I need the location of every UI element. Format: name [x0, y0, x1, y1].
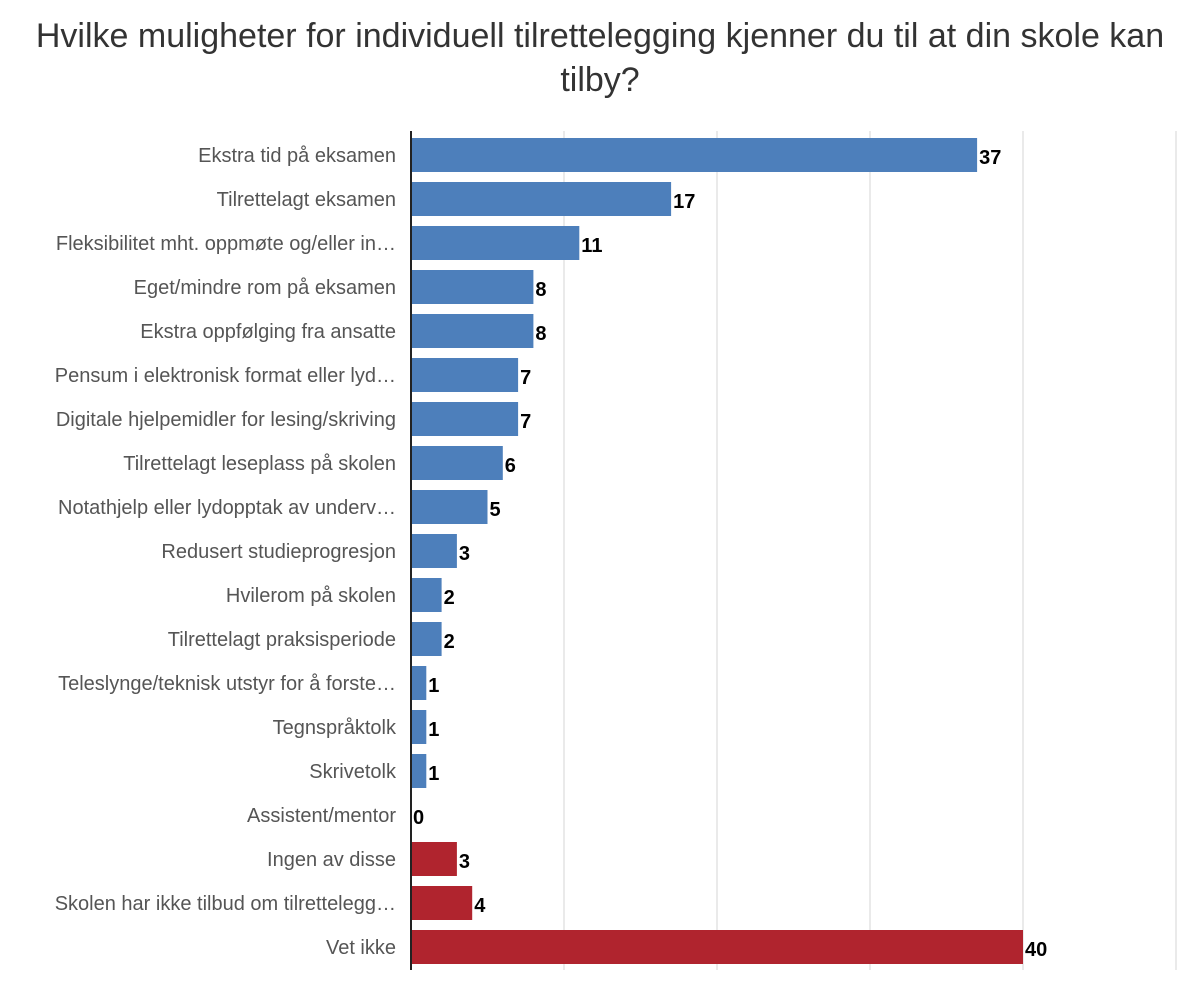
value-label: 8 — [535, 323, 546, 345]
bar — [411, 358, 519, 392]
category-label: Ekstra oppfølging fra ansatte — [140, 321, 396, 343]
value-label: 1 — [428, 675, 439, 697]
bar — [411, 402, 519, 436]
bar — [411, 930, 1023, 964]
value-label: 7 — [520, 367, 531, 389]
category-label: Tegnspråktolk — [273, 717, 397, 739]
bar — [411, 754, 427, 788]
chart-title: Hvilke muligheter for individuell tilret… — [35, 17, 1165, 99]
category-label: Teleslynge/teknisk utstyr for å forste… — [58, 673, 396, 695]
value-label: 3 — [459, 851, 470, 873]
category-label: Notathjelp eller lydopptak av underv… — [58, 497, 396, 519]
bar — [411, 270, 534, 304]
value-label: 4 — [474, 895, 486, 917]
category-label: Tilrettelagt praksisperiode — [168, 629, 396, 651]
value-label: 1 — [428, 763, 439, 785]
bar — [411, 182, 672, 216]
category-label: Vet ikke — [326, 937, 396, 959]
category-label: Tilrettelagt leseplass på skolen — [123, 453, 396, 475]
value-label: 2 — [444, 631, 455, 653]
bar — [411, 138, 978, 172]
category-label: Ingen av disse — [267, 849, 396, 871]
value-label: 6 — [505, 455, 516, 477]
category-label: Pensum i elektronisk format eller lyd… — [55, 365, 396, 387]
bar — [411, 314, 534, 348]
value-label: 1 — [428, 719, 439, 741]
category-label: Skolen har ikke tilbud om tilrettelegg… — [55, 893, 396, 915]
category-label: Assistent/mentor — [247, 805, 396, 827]
category-labels: Ekstra tid på eksamen Tilrettelagt eksame… — [55, 145, 397, 959]
grid-lines — [563, 131, 1177, 970]
bar — [411, 886, 473, 920]
category-label: Skrivetolk — [309, 761, 397, 783]
value-label: 2 — [444, 587, 455, 609]
value-label: 40 — [1025, 939, 1047, 961]
value-label: 3 — [459, 543, 470, 565]
value-label: 17 — [673, 191, 695, 213]
category-label: Tilrettelagt eksamen — [217, 189, 396, 211]
value-label: 8 — [535, 279, 546, 301]
value-label: 0 — [413, 807, 424, 829]
bars — [411, 138, 1023, 964]
bar — [411, 710, 427, 744]
bar — [411, 226, 580, 260]
bar — [411, 622, 442, 656]
value-label: 11 — [581, 235, 602, 257]
category-label: Redusert studieprogresjon — [161, 541, 396, 563]
value-label: 37 — [979, 147, 1001, 169]
category-label: Eget/mindre rom på eksamen — [134, 277, 396, 299]
bar — [411, 534, 457, 568]
category-label: Hvilerom på skolen — [226, 585, 396, 607]
bar — [411, 666, 427, 700]
bar — [411, 490, 488, 524]
value-label: 7 — [520, 411, 531, 433]
bar — [411, 446, 503, 480]
category-label: Fleksibilitet mht. oppmøte og/eller in… — [56, 233, 396, 255]
category-label: Ekstra tid på eksamen — [198, 145, 396, 167]
category-label: Digitale hjelpemidler for lesing/skrivin… — [56, 409, 396, 431]
bar — [411, 842, 457, 876]
bar — [411, 578, 442, 612]
value-label: 5 — [490, 499, 501, 521]
